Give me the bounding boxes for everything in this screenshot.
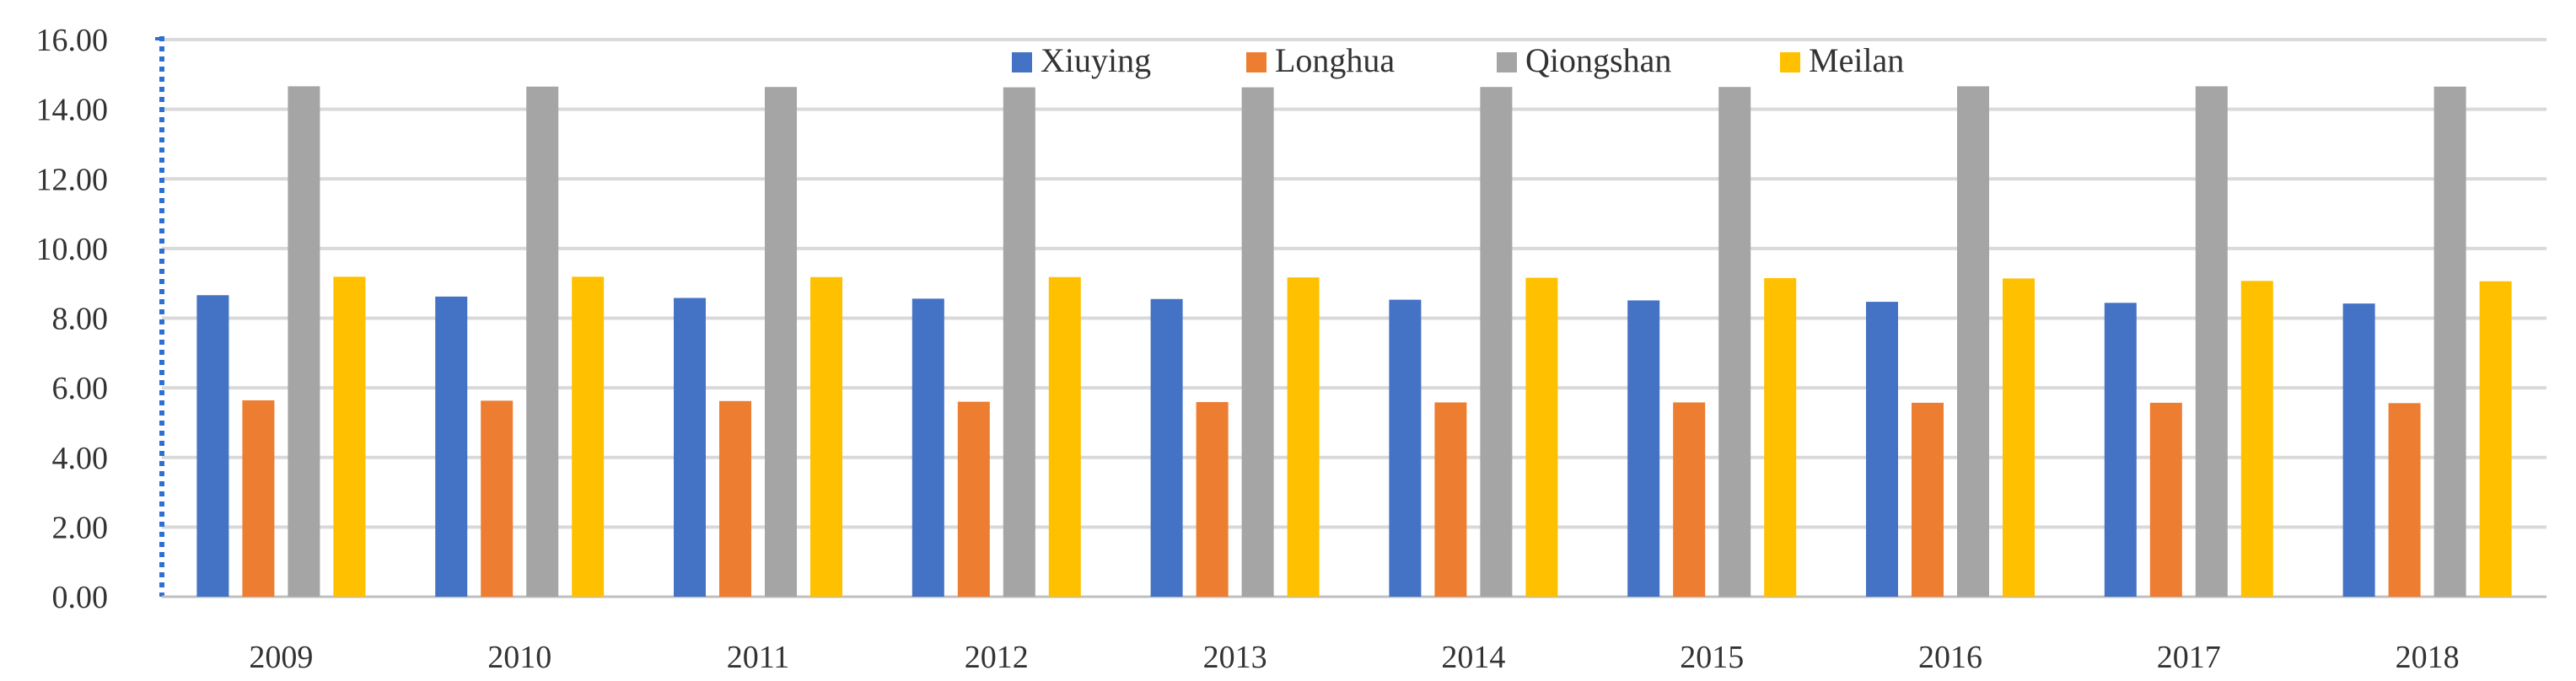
x-tick-label: 2014 [1441,640,1505,675]
bar-xiuying-2013 [1150,298,1183,597]
bar-longhua-2016 [1912,402,1944,597]
bar-qiongshan-2009 [288,86,320,597]
bar-longhua-2017 [2149,402,2182,597]
bar-qiongshan-2010 [526,86,559,598]
y-tick-label: 14.00 [36,93,109,128]
bar-xiuying-2010 [435,296,468,597]
bar-xiuying-2017 [2104,303,2137,597]
gridlines [162,38,2546,529]
bar-meilan-2015 [1764,277,1797,597]
axes [155,36,2546,598]
bar-meilan-2018 [2479,281,2512,597]
legend-label-xiuying: Xiuying [1041,41,1151,79]
bar-xiuying-2012 [912,298,944,597]
bars [196,86,2512,598]
bar-qiongshan-2013 [1241,87,1274,597]
bar-meilan-2012 [1048,276,1081,597]
bar-xiuying-2011 [674,298,706,597]
bar-longhua-2011 [719,400,751,597]
bar-qiongshan-2017 [2195,86,2228,597]
bar-longhua-2015 [1673,402,1706,597]
bar-meilan-2014 [1525,277,1558,597]
y-tick-labels: 0.00 2.00 4.00 6.00 8.00 10.00 12.00 14.00 16.00 [36,23,109,615]
bar-qiongshan-2011 [765,87,797,597]
bar-xiuying-2015 [1627,300,1660,597]
bar-qiongshan-2014 [1480,87,1513,597]
bar-qiongshan-2012 [1003,87,1035,597]
y-tick-label: 2.00 [52,510,109,545]
bar-meilan-2009 [333,276,366,597]
y-tick-label: 4.00 [52,441,109,476]
bar-meilan-2011 [810,276,842,597]
y-tick-label: 16.00 [36,23,109,58]
bar-longhua-2018 [2388,403,2421,597]
bar-longhua-2009 [242,399,275,597]
bar-qiongshan-2015 [1718,87,1751,597]
y-tick-label: 10.00 [36,232,109,267]
x-tick-label: 2012 [965,640,1029,675]
x-tick-label: 2010 [487,640,551,675]
bar-meilan-2016 [2003,278,2035,597]
legend-swatch-qiongshan [1497,52,1517,72]
x-tick-label: 2015 [1680,640,1744,675]
bar-longhua-2013 [1196,402,1229,597]
x-tick-labels: 2009 2010 2011 2012 2013 2014 2015 2016 2017 2018 [249,640,2459,675]
x-tick-label: 2016 [1918,640,1982,675]
legend-swatch-longhua [1246,52,1266,72]
bar-qiongshan-2016 [1957,86,1989,597]
bar-xiuying-2016 [1866,302,1898,597]
x-tick-label: 2009 [249,640,313,675]
bar-longhua-2010 [481,400,514,597]
bar-longhua-2012 [957,401,990,597]
y-tick-label: 0.00 [52,580,109,615]
bar-meilan-2010 [572,276,605,597]
x-tick-label: 2018 [2396,640,2460,675]
y-tick-label: 6.00 [52,371,109,406]
bar-xiuying-2018 [2342,303,2375,597]
legend-swatch-meilan [1780,52,1800,72]
bar-meilan-2017 [2240,281,2273,597]
y-tick-label: 8.00 [52,302,109,337]
bar-xiuying-2009 [196,295,229,597]
bar-meilan-2013 [1287,277,1320,597]
legend-swatch-xiuying [1012,52,1032,72]
x-tick-label: 2017 [2157,640,2221,675]
x-tick-label: 2013 [1203,640,1267,675]
legend-label-longhua: Longhua [1275,41,1395,79]
legend-label-meilan: Meilan [1809,41,1904,79]
bar-qiongshan-2018 [2433,86,2466,598]
bar-xiuying-2014 [1389,299,1422,597]
legend-label-qiongshan: Qiongshan [1525,41,1671,79]
y-tick-label: 12.00 [36,162,109,197]
legend: Xiuying Longhua Qiongshan Meilan [1012,41,1904,79]
x-tick-label: 2011 [727,640,790,675]
bar-longhua-2014 [1434,402,1467,597]
